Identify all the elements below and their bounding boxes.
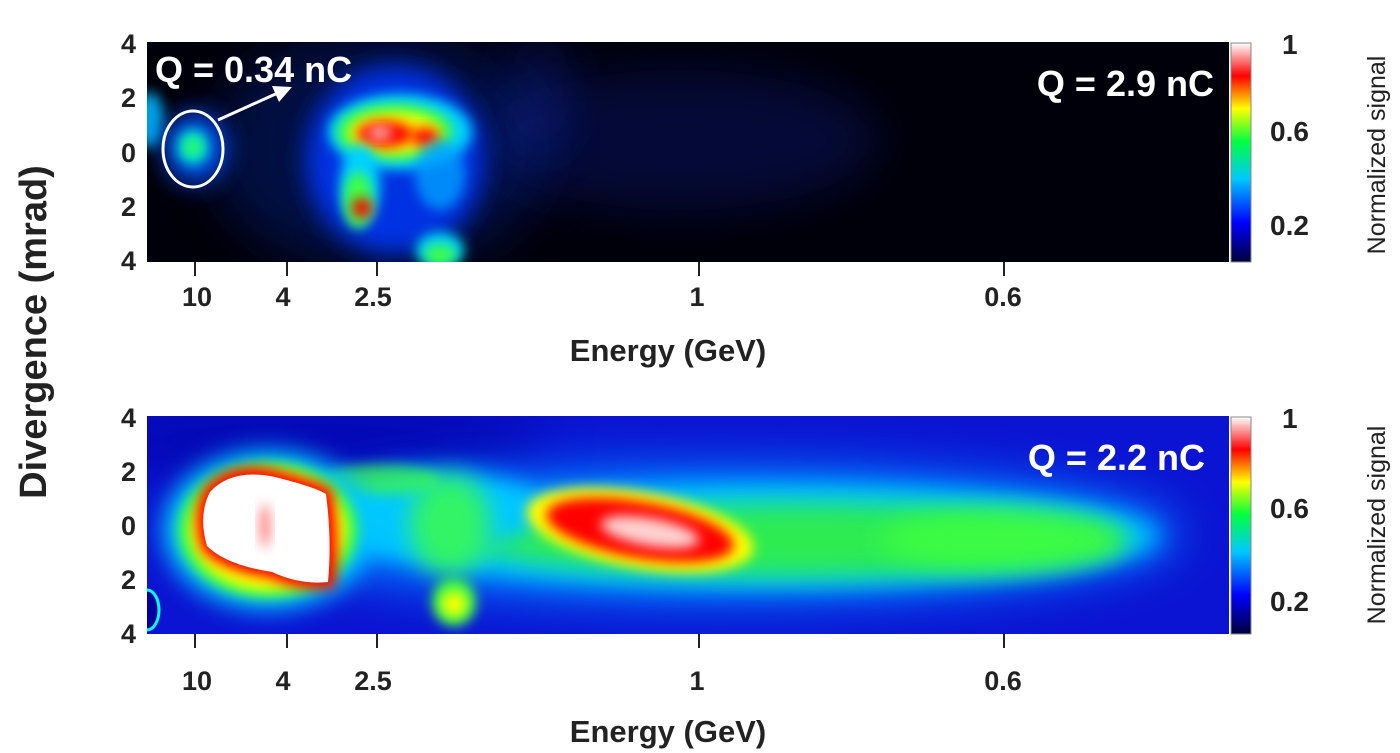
- top-y-ticks: 4 2 0 2 4: [121, 29, 136, 276]
- top-x-tick-label: 0.6: [984, 282, 1022, 312]
- top-x-tick-label: 4: [275, 282, 290, 312]
- top-colorbar-label: Normalized signal: [1363, 56, 1391, 255]
- top-colorbar-tick-label: 0.2: [1270, 210, 1309, 241]
- annotation-arrowhead: [272, 86, 292, 102]
- bottom-x-tick-label: 1: [689, 666, 704, 696]
- top-x-ticks: 10 4 2.5 1 0.6: [182, 282, 1022, 312]
- bottom-colorbar: [1230, 416, 1252, 635]
- bottom-y-ticks: 4 2 0 2 4: [121, 403, 136, 649]
- top-charge-inset-label: Q = 0.34 nC: [155, 49, 352, 90]
- bottom-y-tick-label: 2: [121, 565, 136, 595]
- bottom-y-tick-label: 4: [121, 619, 136, 649]
- bottom-x-tick-label: 4: [275, 666, 290, 696]
- bottom-x-axis-label: Energy (GeV): [570, 714, 766, 749]
- bottom-x-tick-marks: [194, 634, 1005, 648]
- top-x-tick-marks: [194, 262, 1005, 276]
- bottom-charge-label: Q = 2.2 nC: [1028, 437, 1205, 478]
- top-colorbar: [1230, 42, 1252, 263]
- top-y-tick-label: 4: [121, 29, 136, 59]
- bottom-y-tick-label: 4: [121, 403, 136, 433]
- top-y-tick-label: 2: [121, 83, 136, 113]
- bottom-x-tick-label: 0.6: [984, 666, 1022, 696]
- top-y-tick-label: 2: [121, 192, 136, 222]
- top-heatmap-features: [147, 42, 880, 262]
- top-x-axis-label: Energy (GeV): [570, 333, 766, 368]
- top-colorbar-tick-label: 0.6: [1270, 116, 1309, 147]
- bottom-x-tick-label: 10: [182, 666, 212, 696]
- bottom-x-tick-label: 2.5: [354, 666, 392, 696]
- bottom-colorbar-tick-label: 0.2: [1270, 586, 1309, 617]
- bottom-colorbar-tick-label: 0.6: [1270, 493, 1309, 524]
- bottom-x-ticks: 10 4 2.5 1 0.6: [182, 666, 1022, 696]
- top-x-tick-label: 1: [689, 282, 704, 312]
- highlight-ellipse: [161, 109, 225, 189]
- bottom-panel: Q = 2.2 nC 4 2 0 2 4 10 4 2.5 1 0.6 Ener…: [121, 403, 1391, 749]
- bottom-colorbar-tick-label: 1: [1282, 403, 1298, 434]
- top-charge-label: Q = 2.9 nC: [1037, 63, 1214, 104]
- top-x-tick-label: 2.5: [354, 282, 392, 312]
- top-panel: Q = 0.34 nC Q = 2.9 nC 4 2 0 2 4 10 4 2.…: [121, 29, 1391, 368]
- top-y-tick-label: 4: [121, 246, 136, 276]
- y-axis-label: Divergence (mrad): [13, 165, 55, 499]
- bottom-heatmap-features: [147, 416, 1180, 632]
- top-x-tick-label: 10: [182, 282, 212, 312]
- top-y-tick-label: 0: [121, 138, 136, 168]
- annotation-arrow: [217, 90, 281, 122]
- bottom-y-tick-label: 2: [121, 457, 136, 487]
- bottom-y-tick-label: 0: [121, 511, 136, 541]
- top-colorbar-tick-label: 1: [1282, 29, 1298, 60]
- bottom-colorbar-label: Normalized signal: [1363, 426, 1391, 625]
